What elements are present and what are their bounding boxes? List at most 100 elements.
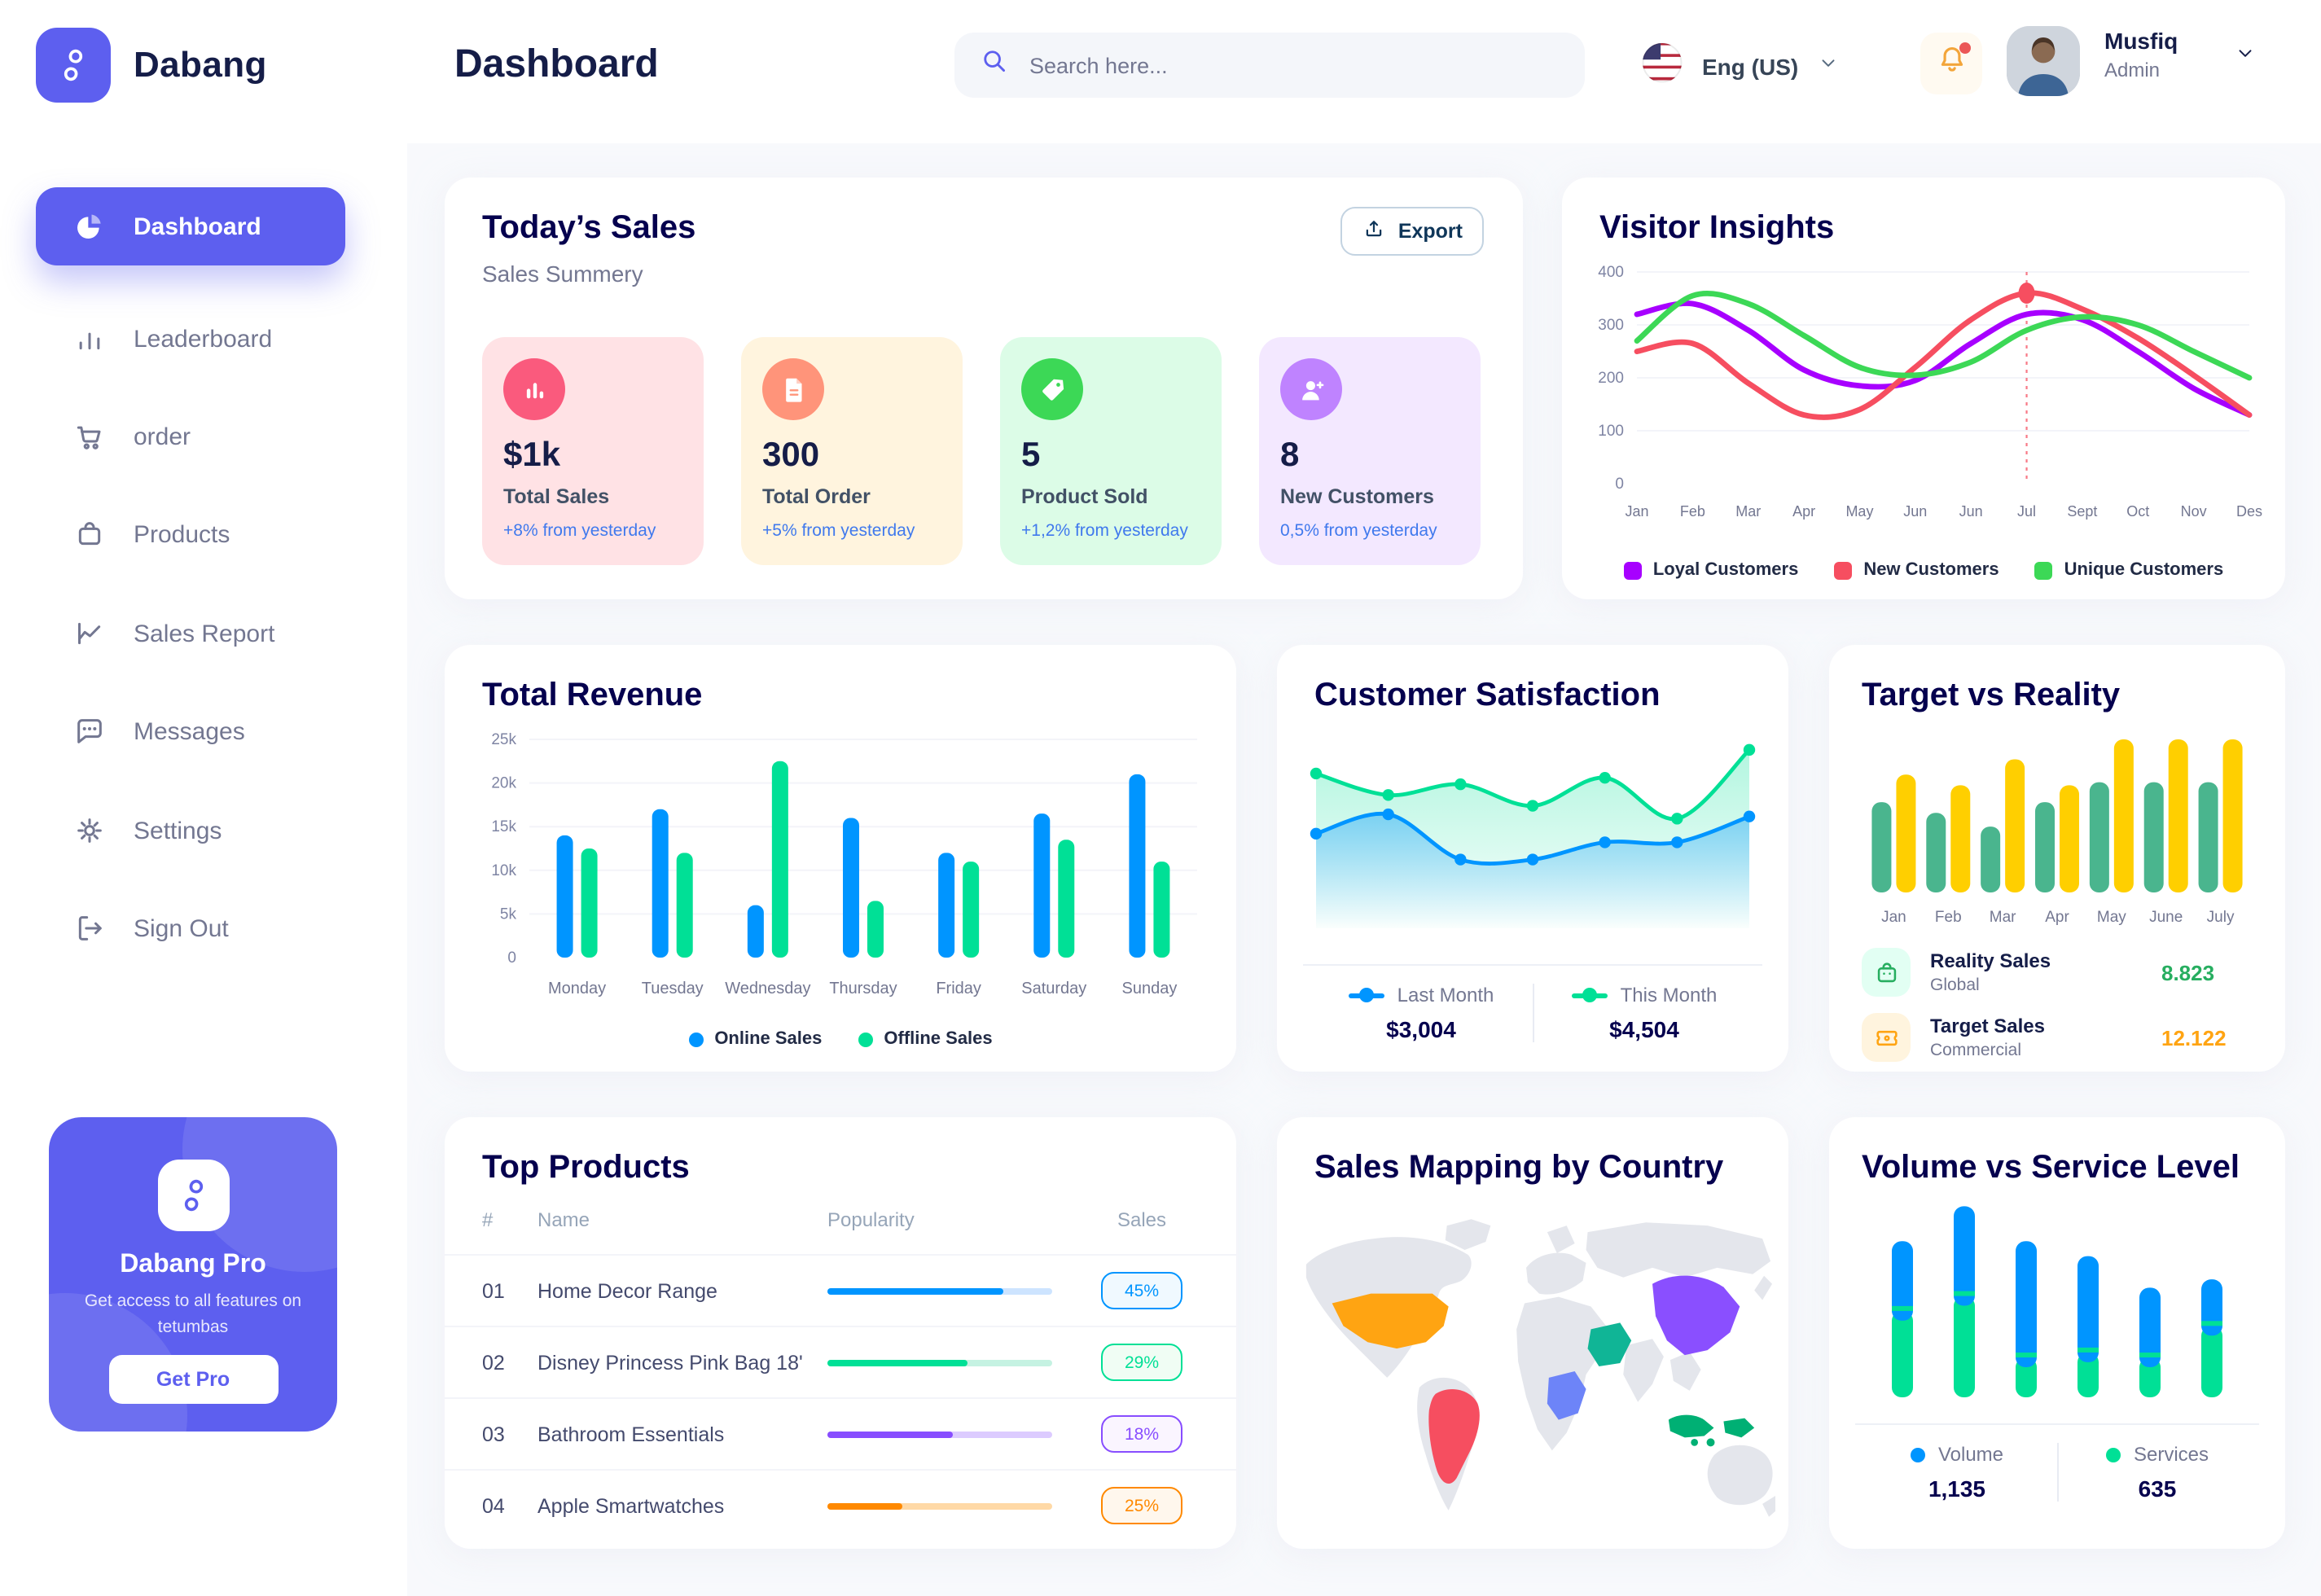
sidebar-item-products[interactable]: Products	[36, 495, 345, 573]
product-name: Bathroom Essentials	[537, 1423, 725, 1445]
sidebar-item-label: Dashboard	[134, 213, 261, 240]
stat-label: New Customers	[1280, 485, 1434, 508]
bar-chart-icon	[72, 321, 107, 357]
svg-text:Apr: Apr	[2045, 909, 2069, 926]
language-selector[interactable]: Eng (US)	[1642, 42, 1839, 91]
notifications-button[interactable]	[1920, 33, 1982, 94]
this-month-label: This Month	[1620, 984, 1718, 1006]
volume-marker	[1910, 1447, 1925, 1462]
svg-text:Thursday: Thursday	[829, 980, 897, 998]
sidebar-item-dashboard[interactable]: Dashboard	[36, 187, 345, 265]
sidebar-item-label: Sign Out	[134, 914, 229, 942]
chevron-down-icon	[1818, 52, 1839, 81]
brand-logo-icon[interactable]	[36, 28, 111, 103]
pie-chart-icon	[72, 208, 107, 244]
svg-text:0: 0	[507, 949, 516, 967]
get-pro-button[interactable]: Get Pro	[108, 1355, 278, 1404]
bell-icon	[1934, 42, 1968, 85]
sidebar-item-order[interactable]: order	[36, 397, 345, 476]
svg-text:Jan: Jan	[1881, 909, 1906, 926]
customer-satisfaction-card: Customer Satisfaction Last Month $3,004 …	[1277, 645, 1788, 1072]
legend-divider	[2056, 1443, 2058, 1502]
pro-title: Dabang Pro	[120, 1251, 266, 1278]
us-flag-icon	[1642, 42, 1683, 91]
new-customer-icon	[1280, 358, 1342, 420]
svg-text:25k: 25k	[491, 731, 516, 748]
country-china[interactable]	[1652, 1275, 1740, 1356]
sales-badge: 45%	[1101, 1272, 1182, 1309]
svg-text:May: May	[2097, 909, 2126, 926]
country-dr-congo[interactable]	[1547, 1370, 1586, 1420]
export-button[interactable]: Export	[1340, 207, 1484, 256]
visitor-insights-chart: 0 100 200 300 400 Jan Feb Mar Apr May Jun Jun Jul Sep…	[1598, 264, 2262, 520]
svg-text:100: 100	[1598, 423, 1624, 440]
total-revenue-chart: 0 5k 10k 15k 20k 25k Monday Tuesday Wednesday Thu…	[491, 731, 1197, 998]
svg-text:Saturday: Saturday	[1021, 980, 1086, 998]
target-vs-reality-card: Target vs Reality Jan Feb Mar Apr May June Jul…	[1829, 645, 2285, 1072]
svg-text:Jun: Jun	[1959, 503, 1983, 520]
country-united-states[interactable]	[1332, 1293, 1449, 1349]
sidebar-item-label: Settings	[134, 817, 222, 844]
sales-badge: 29%	[1101, 1344, 1182, 1381]
col-sales: Sales	[1117, 1208, 1167, 1231]
volume-value: 1,135	[1928, 1475, 1986, 1502]
svg-text:Nov: Nov	[2181, 503, 2207, 520]
sidebar-item-sales-report[interactable]: Sales Report	[36, 594, 345, 673]
last-month-marker	[1348, 988, 1384, 1002]
cart-icon	[72, 419, 107, 454]
search-bar[interactable]	[954, 33, 1585, 98]
svg-text:Mar: Mar	[1735, 503, 1761, 520]
legend-item-new-customers: New Customers	[1834, 560, 1999, 580]
stat-value: $1k	[503, 436, 561, 474]
export-icon	[1362, 217, 1387, 246]
today-sales-card: Today’s Sales Sales Summery Export $1k T…	[445, 178, 1523, 599]
chevron-down-icon[interactable]	[2235, 42, 2256, 72]
svg-text:Tuesday: Tuesday	[642, 980, 704, 998]
sidebar-item-sign-out[interactable]: Sign Out	[36, 889, 345, 967]
sales-badge: 18%	[1101, 1415, 1182, 1453]
stat-delta: +8% from yesterday	[503, 521, 656, 541]
sidebar-item-label: order	[134, 423, 191, 450]
svg-text:5k: 5k	[500, 905, 517, 923]
top-products-header: # Name Popularity Sales	[445, 1208, 1236, 1231]
target-vs-reality-legend: Reality Sales Global 8.823 Target Sales Co…	[1862, 945, 2259, 1065]
sidebar: Dabang Dashboard Leaderboard order Products…	[0, 0, 407, 1596]
stat-card-product-sold: 5 Product Sold +1,2% from yesterday	[1000, 337, 1222, 565]
svg-text:Des: Des	[2236, 503, 2262, 520]
order-file-icon	[762, 358, 824, 420]
product-row-03: 03 Bathroom Essentials 18%	[445, 1397, 1236, 1469]
sales-mapping-card: Sales Mapping by Country	[1277, 1117, 1788, 1549]
sidebar-item-settings[interactable]: Settings	[36, 791, 345, 870]
svg-text:Mar: Mar	[1990, 909, 2016, 926]
last-month-label: Last Month	[1397, 984, 1494, 1006]
visitor-insights-card: Visitor Insights 0 100 200 300 400 Jan Feb Mar A…	[1562, 178, 2285, 599]
country-brazil[interactable]	[1428, 1389, 1480, 1484]
svg-text:Feb: Feb	[1680, 503, 1705, 520]
avatar[interactable]	[2007, 26, 2080, 96]
product-name: Apple Smartwatches	[537, 1494, 725, 1517]
stat-value: 300	[762, 436, 820, 474]
sidebar-item-label: Messages	[134, 717, 245, 745]
sidebar-item-leaderboard[interactable]: Leaderboard	[36, 300, 345, 378]
legend-item-reality-sales: Reality Sales Global 8.823	[1862, 945, 2259, 1000]
search-input[interactable]	[1026, 51, 1521, 79]
user-menu[interactable]: Musfiq Admin	[2104, 28, 2178, 81]
svg-text:200: 200	[1598, 370, 1624, 387]
country-indonesia[interactable]	[1668, 1414, 1755, 1447]
popularity-bar	[827, 1431, 1052, 1437]
sidebar-item-messages[interactable]: Messages	[36, 692, 345, 770]
stat-card-total-sales: $1k Total Sales +8% from yesterday	[482, 337, 704, 565]
product-row-01: 01 Home Decor Range 45%	[445, 1254, 1236, 1326]
product-row-02: 02 Disney Princess Pink Bag 18' 29%	[445, 1326, 1236, 1397]
stat-label: Total Sales	[503, 485, 610, 508]
stat-label: Total Order	[762, 485, 871, 508]
svg-text:Feb: Feb	[1935, 909, 1962, 926]
sales-bars-icon	[503, 358, 565, 420]
stats-row: $1k Total Sales +8% from yesterday 300 T…	[482, 337, 1481, 565]
svg-text:300: 300	[1598, 317, 1624, 334]
country-saudi-arabia[interactable]	[1587, 1322, 1632, 1367]
divider	[1855, 1423, 2259, 1425]
svg-text:Jul: Jul	[2017, 503, 2036, 520]
popularity-bar	[827, 1287, 1052, 1294]
